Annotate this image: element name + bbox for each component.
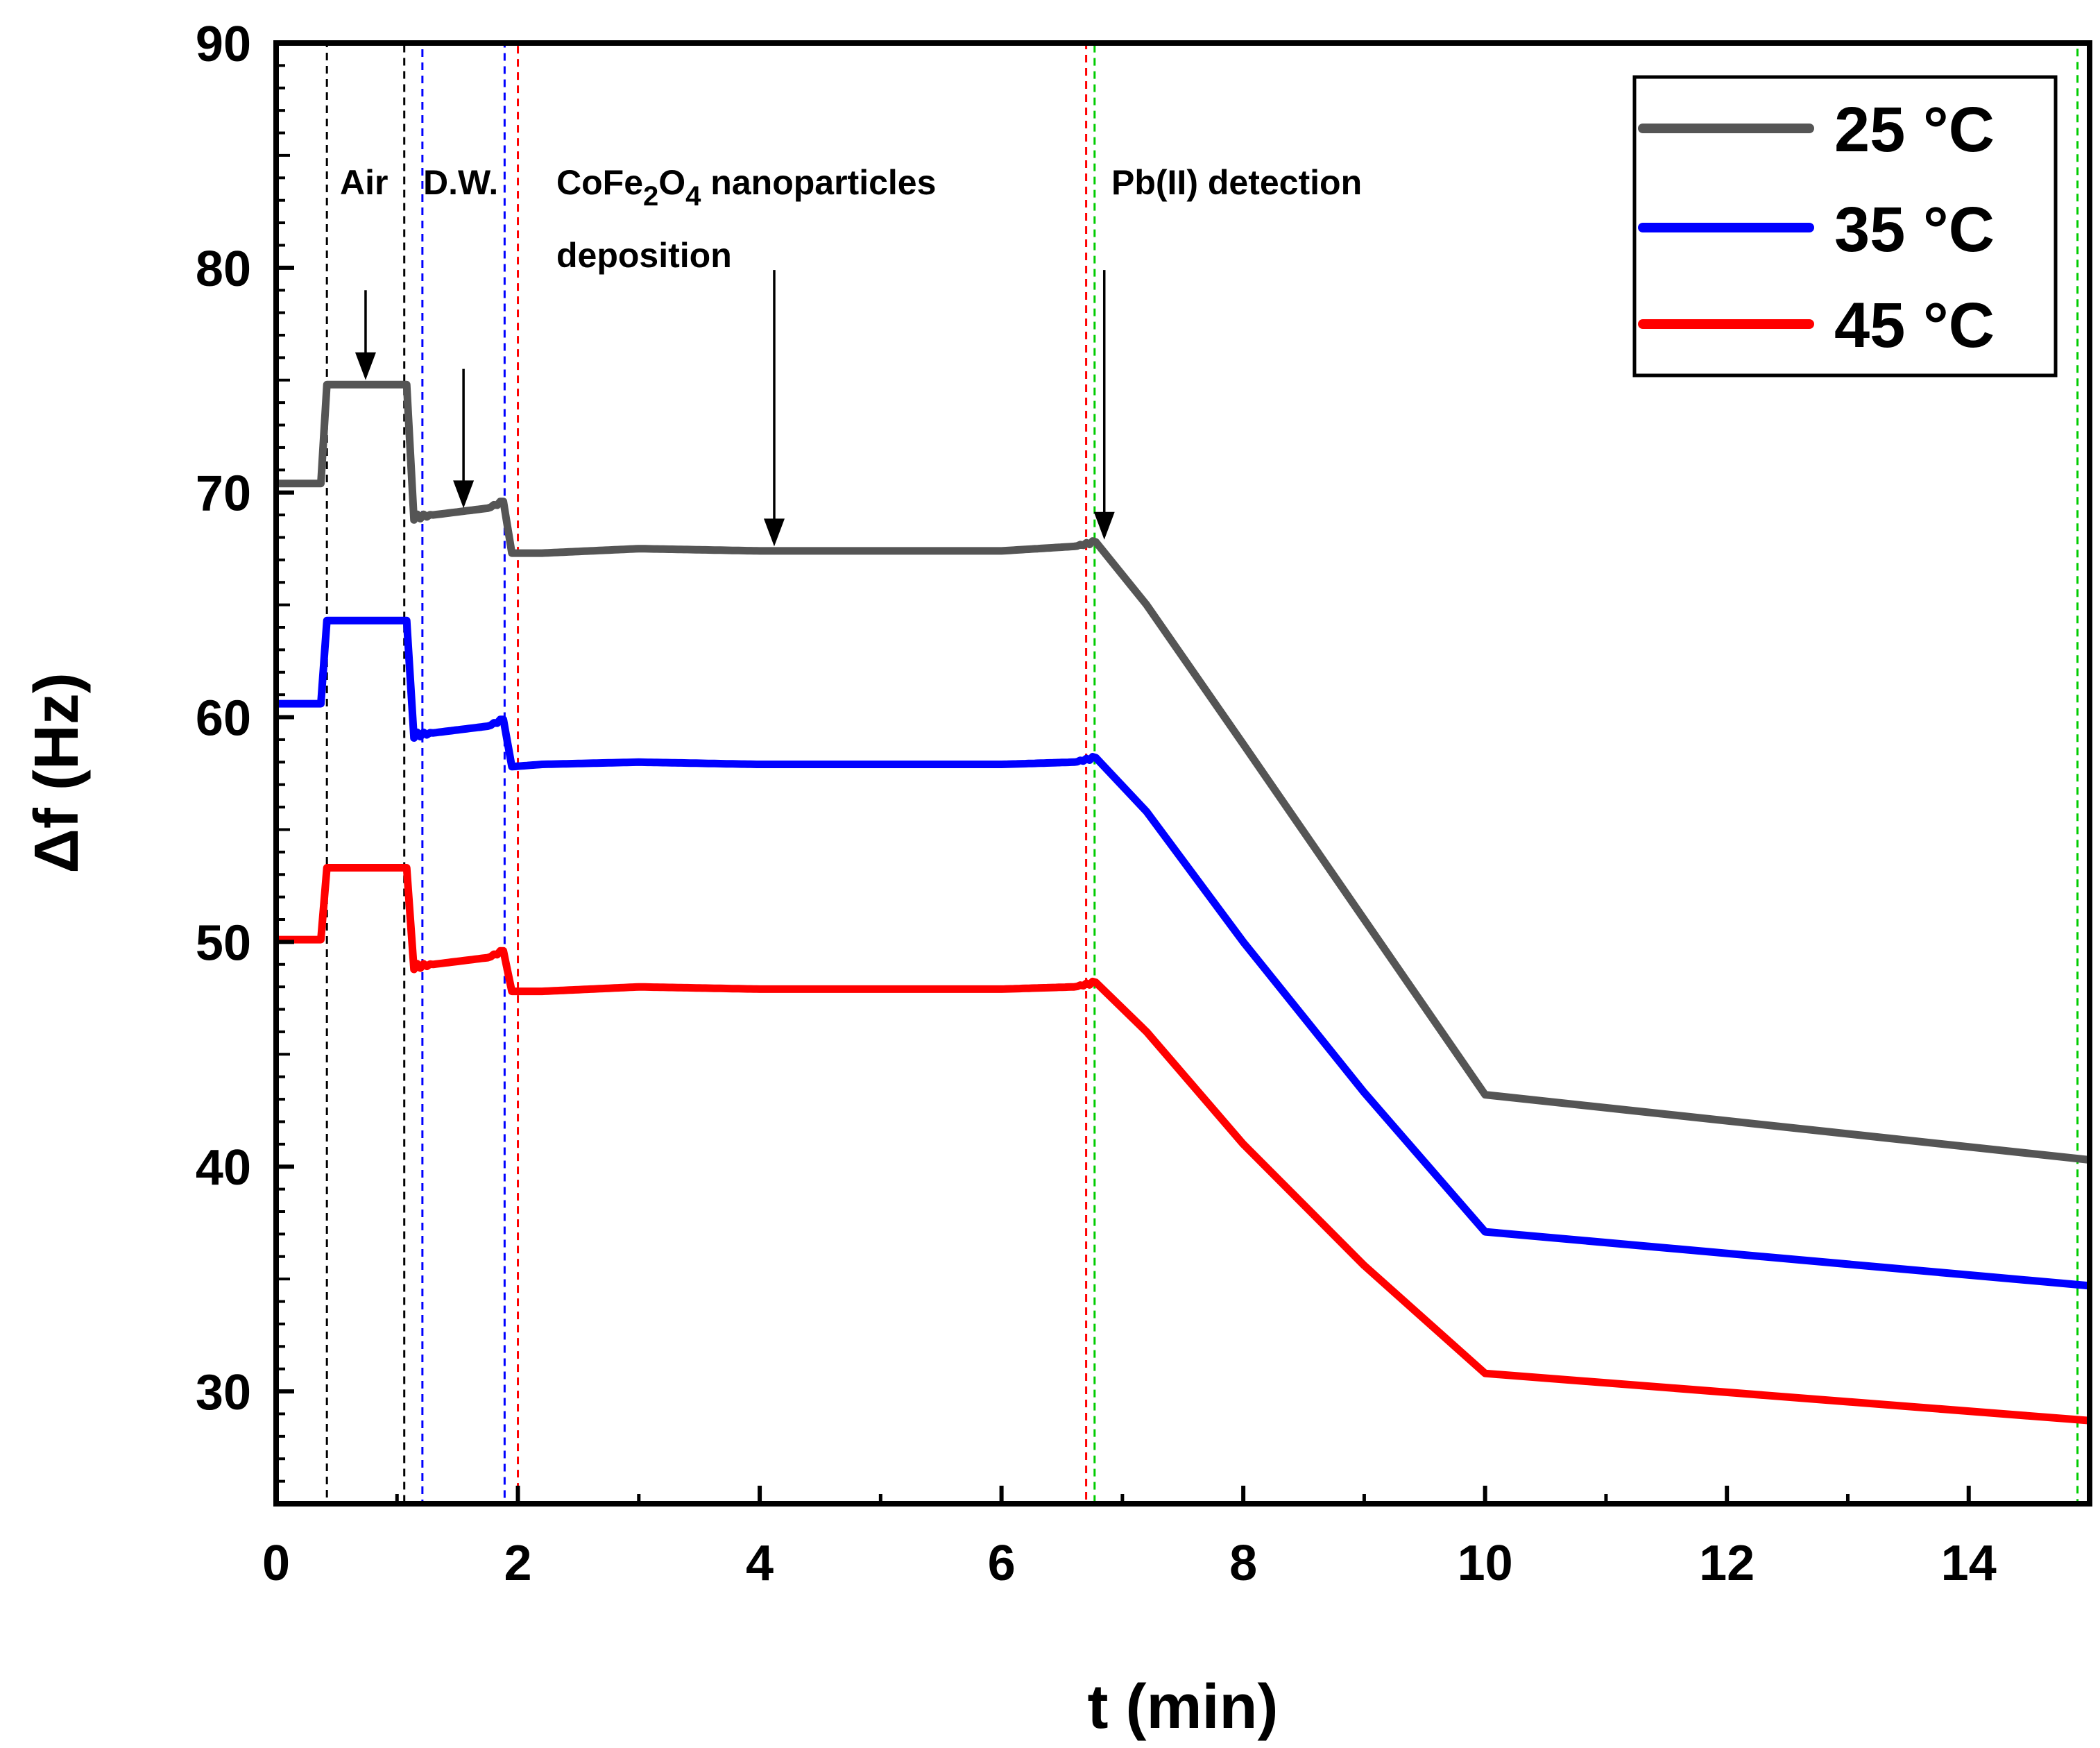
- annotation-arrows: [355, 270, 1115, 547]
- x-tick-label-0: 0: [262, 1536, 290, 1591]
- x-tick-label-6: 6: [988, 1536, 1016, 1591]
- arrow-head-air: [355, 352, 376, 380]
- series-line-2: [276, 864, 2090, 1425]
- series-line-1: [276, 616, 2090, 1290]
- annotation-air: Air: [340, 163, 388, 202]
- plot-frame: [273, 40, 2092, 1507]
- annotation-cofe-suffix: nanoparticles: [701, 163, 936, 202]
- x-axis-title: t (min): [1088, 1672, 1279, 1742]
- annotation-dw: D.W.: [423, 163, 498, 202]
- x-tick-label-10: 10: [1458, 1536, 1513, 1591]
- y-tick-label-40: 40: [196, 1140, 251, 1196]
- y-tick-label-80: 80: [196, 241, 251, 297]
- annotation-cofe-line2: deposition: [556, 236, 732, 275]
- legend: 25 °C 35 °C 45 °C: [1632, 75, 2058, 377]
- annotation-cofe-sub2: 4: [685, 181, 701, 212]
- region-box-air: [325, 42, 406, 1505]
- x-tick-label-4: 4: [746, 1536, 774, 1591]
- annotation-cofe-mid: O: [658, 163, 685, 202]
- legend-label-45: 45 °C: [1834, 290, 1995, 361]
- y-tick-label-70: 70: [196, 466, 251, 522]
- arrow-head-cofe: [763, 518, 785, 547]
- annotation-cofe-prefix: CoFe: [556, 163, 643, 202]
- x-tick-label-14: 14: [1941, 1536, 1997, 1591]
- y-tick-label-90: 90: [196, 17, 251, 72]
- legend-label-25: 25 °C: [1834, 94, 1995, 165]
- arrow-head-pb: [1093, 511, 1115, 540]
- series-line-0: [276, 380, 2090, 1164]
- annotation-pb: Pb(II) detection: [1111, 163, 1362, 202]
- legend-label-35: 35 °C: [1834, 194, 1995, 265]
- y-tick-label-30: 30: [196, 1365, 251, 1420]
- y-tick-label-50: 50: [196, 915, 251, 971]
- x-tick-label-8: 8: [1229, 1536, 1257, 1591]
- x-tick-label-12: 12: [1699, 1536, 1755, 1591]
- arrow-head-dw: [453, 480, 475, 509]
- annotation-cofe: CoFe2O4 nanoparticles: [556, 163, 936, 212]
- x-tick-label-2: 2: [504, 1536, 532, 1591]
- y-axis-title: Δf (Hz): [22, 672, 92, 874]
- series-lines: [276, 380, 2090, 1425]
- y-tick-label-60: 60: [196, 691, 251, 747]
- annotation-cofe-sub1: 2: [643, 181, 658, 212]
